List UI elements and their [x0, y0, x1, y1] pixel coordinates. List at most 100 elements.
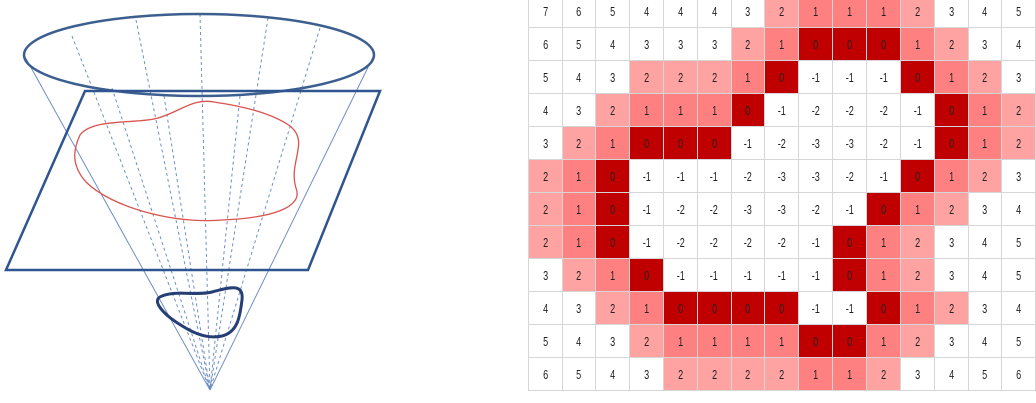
grid-cell-value: 0 [948, 102, 954, 118]
grid-cell-value: 3 [1016, 69, 1022, 85]
cone-ray [71, 35, 211, 391]
grid-cell-value: 3 [982, 300, 988, 316]
grid-cell: 2 [764, 0, 800, 28]
grid-cell-value: 2 [948, 201, 954, 217]
grid-cell-value: 4 [982, 3, 988, 19]
grid-row: 3 2 1 0 -1 -1 -1 -1 -1 0 1 2 3 4 5 [528, 258, 1036, 292]
grid-cell-value: -3 [811, 168, 820, 184]
grid-cell: 5 [1001, 0, 1036, 28]
grid-cell-value: -1 [845, 300, 854, 316]
grid-cell: -2 [696, 225, 732, 259]
grid-cell-value: 1 [711, 102, 717, 118]
grid-cell: 0 [933, 93, 969, 127]
grid-cell-value: 3 [677, 36, 683, 52]
grid-cell-value: 0 [847, 234, 853, 250]
grid-cell: 2 [1001, 93, 1036, 127]
grid-cell-value: 0 [779, 300, 785, 316]
grid-cell: -1 [832, 60, 868, 94]
grid-cell: 0 [899, 159, 935, 193]
grid-cell-value: 0 [610, 234, 616, 250]
grid-cell: 4 [967, 258, 1003, 292]
grid-cell: 1 [866, 324, 901, 358]
cone-ray [209, 95, 241, 391]
grid-cell-value: 3 [610, 69, 616, 85]
grid-cell: 1 [967, 93, 1003, 127]
grid-cell: 3 [1001, 60, 1036, 94]
grid-cell-value: 3 [982, 36, 988, 52]
grid-cell-value: -3 [777, 201, 786, 217]
grid-cell: -2 [730, 225, 766, 259]
grid-row: 2 1 0 -1 -1 -1 -2 -3 -3 -2 -1 0 1 2 3 [528, 159, 1036, 193]
grid-cell: -1 [696, 159, 732, 193]
grid-cell-value: 2 [914, 267, 920, 283]
grid-cell-value: 1 [677, 102, 683, 118]
grid-cell: 3 [628, 27, 664, 61]
grid-cell: 2 [899, 0, 935, 28]
grid-cell-value: 6 [542, 36, 548, 52]
grid-cell-value: 0 [643, 267, 649, 283]
grid-cell-value: 4 [982, 234, 988, 250]
grid-cell: 2 [899, 225, 935, 259]
grid-cell-value: -1 [710, 267, 719, 283]
grid-cell-value: -1 [676, 168, 685, 184]
grid-cell-value: -1 [777, 267, 786, 283]
grid-cell-value: 1 [948, 168, 954, 184]
grid-cell-value: 1 [880, 3, 887, 19]
grid-cell-value: 5 [542, 333, 548, 349]
grid-cell: 3 [730, 0, 766, 28]
grid-cell: 0 [832, 27, 868, 61]
cone-rays [23, 13, 375, 391]
grid-cell-value: 2 [982, 168, 988, 184]
grid-cell: 4 [628, 0, 664, 28]
grid-cell-value: 1 [982, 102, 988, 118]
cone-ray [163, 95, 211, 391]
grid-cell: 1 [866, 225, 901, 259]
grid-cell: 1 [899, 291, 935, 325]
grid-cell-value: -3 [845, 135, 854, 151]
grid-cell: 2 [528, 225, 563, 259]
grid-cell-value: 0 [914, 168, 920, 184]
grid-cell-value: 0 [711, 300, 717, 316]
grid-cell-value: -2 [811, 201, 820, 217]
grid-cell: 2 [730, 357, 766, 391]
grid-cell: -1 [628, 192, 664, 226]
grid-cell-value: 2 [542, 201, 548, 217]
grid-cell: 5 [528, 324, 563, 358]
grid-cell-value: 3 [948, 234, 954, 250]
grid-cell: 3 [967, 27, 1003, 61]
grid-cell-value: 2 [914, 234, 920, 250]
grid-cell: -2 [832, 93, 868, 127]
grid-cell-value: 1 [880, 234, 887, 250]
grid-cell: 5 [1001, 225, 1036, 259]
grid-cell: 2 [764, 357, 800, 391]
grid-cell: -2 [696, 192, 732, 226]
grid-cell: 0 [764, 60, 800, 94]
grid-cell: 1 [595, 258, 630, 292]
grid-cell: 1 [933, 159, 969, 193]
cone-top-ellipse [22, 12, 376, 98]
grid-cell: 4 [967, 324, 1003, 358]
grid-cell-value: 0 [914, 69, 920, 85]
grid-cell-value: 1 [779, 36, 785, 52]
grid-cell: 1 [561, 159, 597, 193]
grid-cell: 2 [933, 291, 969, 325]
grid-cell-value: 4 [948, 366, 954, 382]
grid-cell-value: 1 [643, 102, 649, 118]
grid-cell: -1 [662, 159, 698, 193]
grid-cell: 4 [1001, 192, 1036, 226]
grid-cell-value: -1 [845, 69, 854, 85]
grid-row: 5 4 3 2 2 2 1 0 -1 -1 -1 0 1 2 3 [528, 60, 1036, 94]
grid-cell: 0 [832, 258, 868, 292]
grid-cell: 2 [899, 324, 935, 358]
grid-cell: 2 [662, 357, 698, 391]
grid-cell: -3 [764, 192, 800, 226]
grid-cell: 0 [696, 291, 732, 325]
grid-cell-value: -1 [743, 267, 753, 283]
cone-ray [23, 54, 211, 391]
grid-cell: 3 [933, 0, 969, 28]
grid-cell-value: 1 [914, 300, 920, 316]
grid-cell: 1 [764, 27, 800, 61]
grid-cell: 0 [899, 60, 935, 94]
grid-cell-value: 3 [643, 36, 649, 52]
grid-cell: 1 [899, 192, 935, 226]
